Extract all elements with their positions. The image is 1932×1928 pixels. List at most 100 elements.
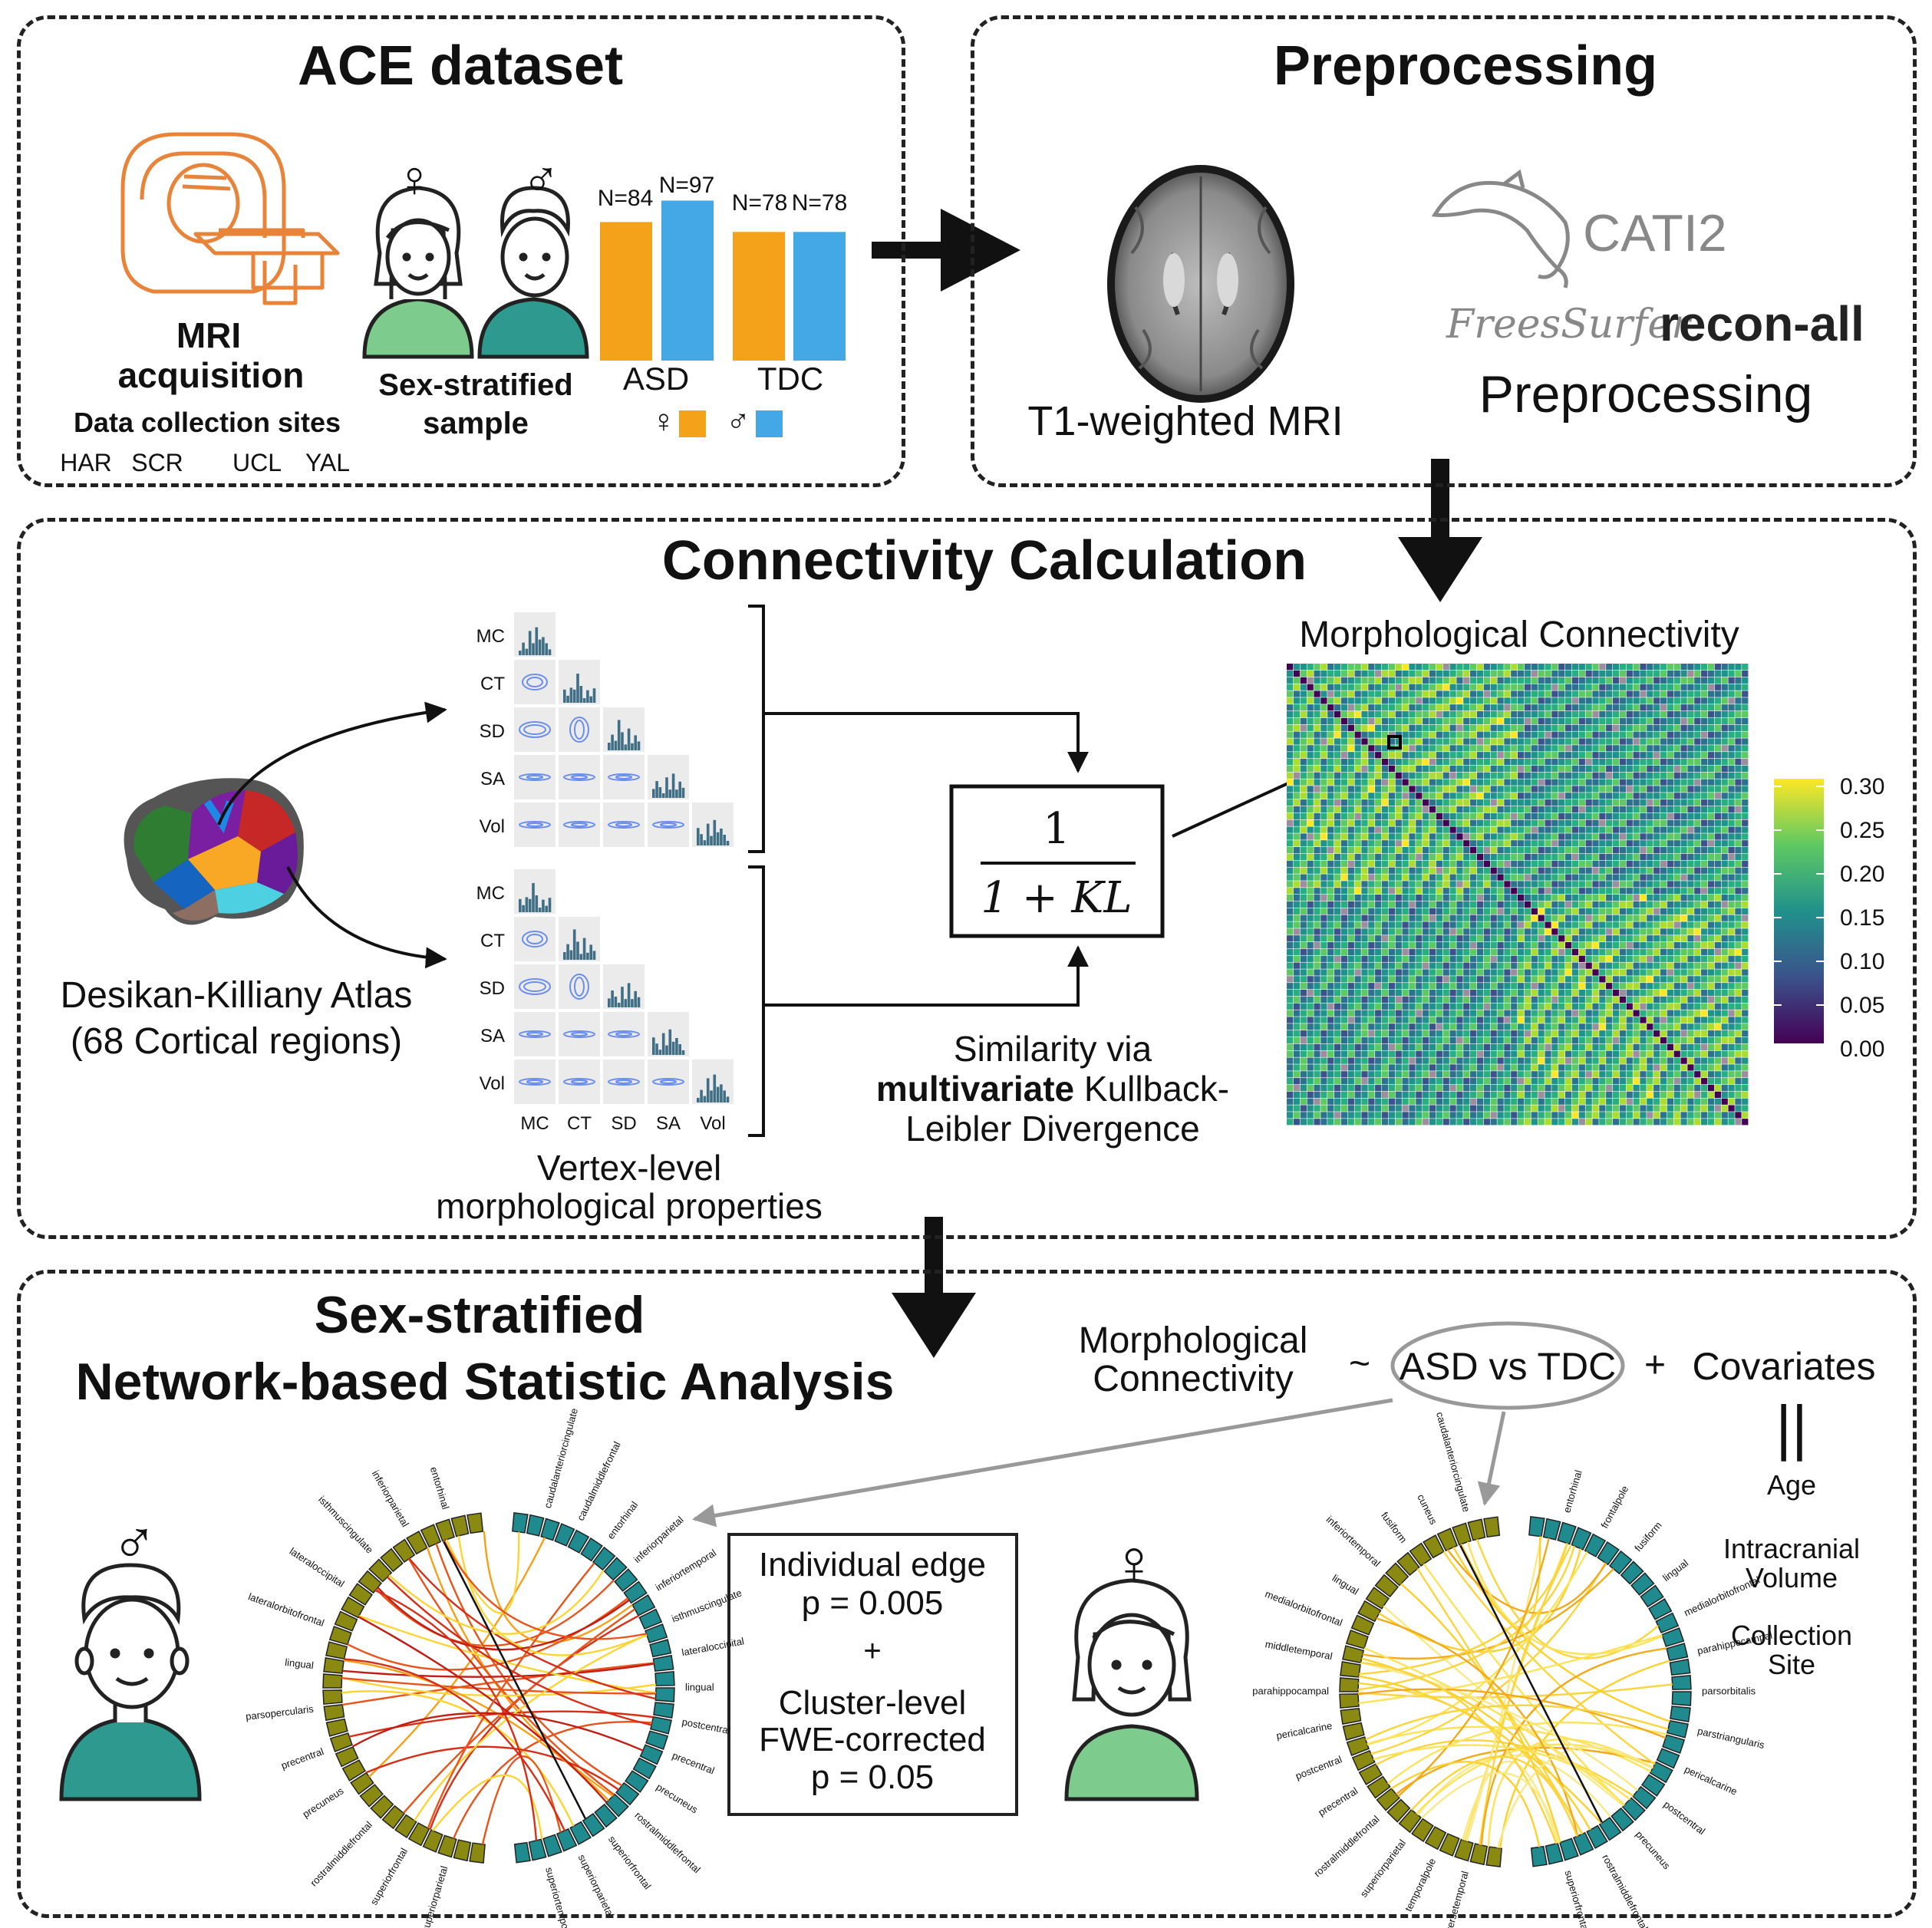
covariate-age: Age [1766,1469,1817,1501]
pairplot-density-contour [608,773,640,781]
chord-node [1655,1612,1680,1634]
bar-label-asd-female: N=84 [597,186,654,211]
desikan-killiany-brain-image [124,778,304,925]
legend-male-symbol: ♂ [726,403,750,439]
pairplot-cell [603,803,645,847]
pairplot-density-contour [522,674,548,690]
male-person-icon [477,186,589,359]
pairplot-density-contour [569,974,589,1000]
sample-label-line1: Sex-stratified [378,368,573,402]
pairplot-density-contour [660,1079,677,1084]
pairplot-density-contour [526,677,543,687]
chord-node [542,1834,562,1857]
chord-node [422,1829,443,1853]
similarity-line3: Leibler Divergence [905,1109,1200,1149]
nbs-female-symbol: ♀ [1111,1528,1157,1596]
chord-edge [344,1658,565,1831]
pairplot-cell [603,755,645,799]
pairplot-hist-bar [631,743,634,750]
chord-edge [1357,1545,1576,1691]
male-symbol: ♂ [522,150,560,207]
chord-node [406,1531,428,1555]
pairplot-density-contour [563,821,595,829]
chord-node [1545,1842,1564,1865]
chord-edge [1421,1771,1561,1844]
pairplot-row-label: SA [480,1026,505,1046]
pairplot-density-contour [608,1078,640,1086]
chord-node [1559,1837,1579,1861]
pairplot-hist-bar [572,929,576,960]
preprocessing-sublabel: Preprocessing [1479,365,1813,424]
cati2-logo-text: CATI2 [1583,204,1727,262]
chord-edge [1423,1563,1625,1806]
pairplot-hist-bar [668,1029,672,1055]
pairplot-density-contour [523,724,546,735]
pairplot-row-label: MC [476,626,505,647]
chord-node [1670,1706,1691,1722]
site-ucl: UCL [232,449,282,476]
pairplot-hist-bar [566,944,569,960]
pairplot-density-contour [523,981,546,992]
chord-edge [1365,1704,1669,1741]
chord-node [1666,1643,1689,1662]
chord-edge [1480,1647,1667,1846]
chord-node [1346,1736,1370,1756]
equation-tilde: ~ [1348,1343,1371,1384]
pairplot-hist-bar [655,781,658,798]
pairplot-row-label: SD [480,721,505,742]
chord-node [325,1641,348,1660]
chord-node [358,1570,382,1594]
pairplot-density-contour [519,1030,551,1038]
pairplot-row-label: CT [480,931,505,951]
chord-edge [483,1531,633,1644]
chord-node [592,1546,616,1571]
chord-node [1608,1550,1633,1575]
pairplot-density-contour [526,934,543,944]
stats-line4: FWE-corrected [759,1721,986,1758]
pairplot-hist-bar [608,743,611,750]
connectivity-matrix-heatmap [1287,664,1749,1125]
pairplot-hist-bar [548,649,552,655]
chord-edge [374,1589,538,1841]
chord-node [1386,1798,1411,1823]
equation-plus: + [1644,1345,1667,1386]
chord-node [1621,1797,1646,1821]
chord-node [348,1583,374,1606]
t1-brain-mri-image [1107,165,1294,403]
pairplot-hist-bar [652,789,655,798]
colorbar-tick-label: 0.00 [1840,1037,1884,1062]
vertex-label-line1: Vertex-level [536,1148,722,1188]
pairplot-col-label: MC [520,1113,549,1134]
pairplot-cell [514,755,556,799]
pairplot-hist-bar [675,789,678,798]
female-person-icon-nbs [1064,1578,1199,1801]
arrow-to-female-circle [1477,1411,1506,1506]
chord-node [341,1759,366,1781]
chord-node [654,1670,675,1686]
chord-edge [1475,1538,1659,1659]
colorbar-tick-label: 0.30 [1840,774,1884,799]
preprocessing-title: Preprocessing [1273,35,1658,97]
chord-node [381,1804,406,1830]
chord-node [639,1744,664,1765]
chord-node [1424,1826,1447,1851]
chord-node [1571,1527,1592,1551]
arrow-brain-to-pairplot-bottom [286,866,447,969]
chord-node [323,1703,345,1722]
chord-edge [342,1663,654,1678]
chord-node [649,1639,672,1658]
group-label-asd: ASD [622,361,690,397]
bar-label-tdc-male: N=78 [791,190,848,216]
pairplot-cell [514,660,556,704]
chord-node [1357,1600,1382,1623]
chord-node [328,1626,352,1646]
ace-title: ACE dataset [297,35,624,97]
chord-node [1467,1518,1486,1541]
pairplot-col-label: Vol [700,1113,725,1134]
pairplot-density-contour [526,1079,543,1084]
pairplot-hist-bar [545,905,548,912]
chord-edge [1410,1755,1578,1837]
chord-node [624,1770,649,1793]
legend-female-swatch [679,410,706,437]
pairplot-density-contour [571,822,588,827]
